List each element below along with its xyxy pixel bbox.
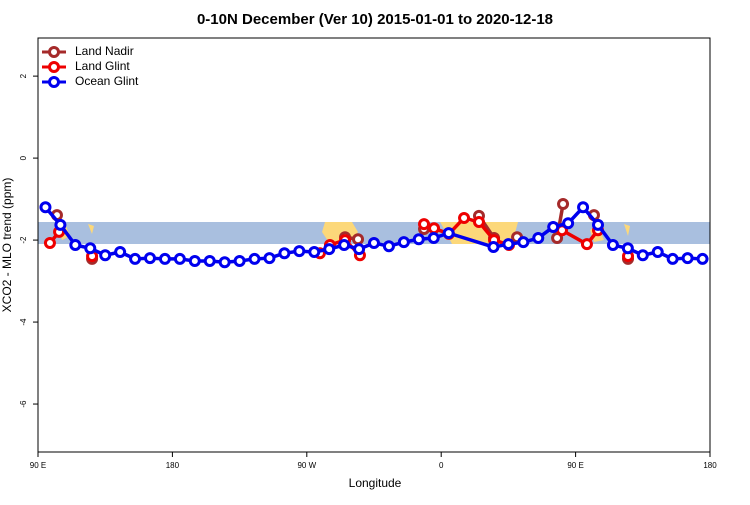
data-point: [681, 252, 694, 265]
legend-label: Ocean Glint: [75, 74, 139, 88]
data-point: [54, 218, 67, 231]
data-point: [458, 211, 471, 224]
data-point: [84, 242, 97, 255]
data-point: [487, 241, 500, 254]
data-point: [293, 245, 306, 258]
data-point: [666, 252, 679, 265]
data-point: [621, 242, 634, 255]
data-point: [427, 232, 440, 245]
data-point: [592, 218, 604, 231]
legend-marker: [48, 76, 60, 88]
data-point: [39, 201, 52, 214]
data-point: [472, 216, 485, 229]
x-axis-label: Longitude: [349, 476, 402, 490]
y-tick-label: 0: [19, 155, 28, 160]
chart-title: 0-10N December (Ver 10) 2015-01-01 to 20…: [197, 11, 553, 28]
data-point: [442, 227, 455, 240]
y-tick-label: -6: [19, 400, 28, 408]
x-tick-label: 180: [166, 461, 180, 470]
data-point: [218, 256, 231, 269]
data-point: [308, 245, 321, 258]
legend-marker: [48, 46, 60, 58]
y-tick-label: -4: [19, 318, 28, 326]
data-point: [338, 239, 351, 251]
data-point: [412, 233, 425, 246]
data-point: [562, 217, 575, 230]
data-point: [557, 198, 570, 211]
x-tick-label: 90 E: [30, 461, 46, 470]
data-point: [397, 236, 410, 249]
data-point: [517, 236, 530, 249]
data-point: [323, 243, 336, 256]
data-point: [382, 240, 395, 253]
data-point: [636, 249, 649, 262]
data-point: [352, 233, 365, 246]
data-point: [696, 252, 709, 265]
data-point: [99, 249, 112, 262]
y-axis-label: XCO2 - MLO trend (ppm): [0, 178, 14, 313]
data-point: [173, 252, 186, 265]
data-point: [188, 254, 201, 267]
data-point: [43, 236, 56, 249]
data-point: [129, 252, 142, 265]
legend-label: Land Glint: [75, 59, 130, 73]
data-point: [263, 252, 276, 265]
legend-label: Land Nadir: [75, 44, 134, 58]
data-point: [428, 222, 441, 235]
data-point: [580, 238, 593, 251]
data-point: [577, 201, 590, 214]
data-point: [233, 254, 246, 267]
x-tick-label: 0: [439, 461, 444, 470]
data-point: [203, 254, 216, 267]
data-point: [114, 245, 127, 258]
data-point: [158, 252, 171, 265]
legend-marker: [48, 61, 60, 73]
y-tick-label: 2: [19, 73, 28, 78]
data-point: [532, 232, 545, 245]
x-tick-label: 90 W: [297, 461, 316, 470]
data-point: [248, 252, 261, 265]
data-point: [368, 236, 380, 249]
data-point: [278, 247, 291, 260]
data-point: [606, 239, 619, 251]
data-point: [502, 238, 515, 251]
data-point: [69, 239, 82, 251]
x-tick-label: 180: [703, 461, 717, 470]
data-point: [418, 218, 431, 231]
y-tick-label: -2: [19, 236, 28, 244]
plot-frame: [37, 37, 711, 453]
x-tick-label: 90 E: [567, 461, 583, 470]
data-point: [651, 245, 664, 258]
data-point: [353, 243, 366, 256]
data-point: [144, 252, 156, 265]
data-point: [547, 220, 560, 233]
